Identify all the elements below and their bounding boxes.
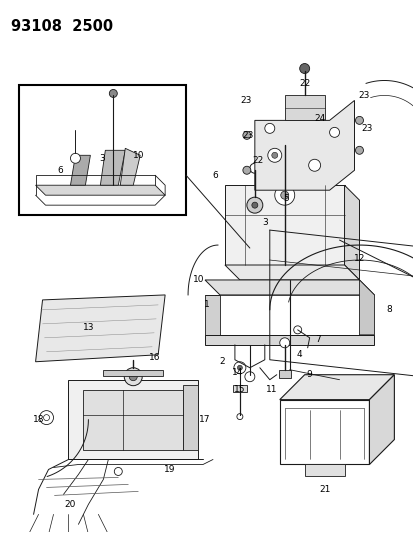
Circle shape — [70, 154, 80, 163]
Polygon shape — [100, 150, 125, 185]
Circle shape — [267, 148, 281, 162]
Text: 1: 1 — [204, 301, 209, 309]
Polygon shape — [70, 155, 90, 185]
Circle shape — [43, 415, 50, 421]
Text: 23: 23 — [358, 91, 369, 100]
Text: 3: 3 — [261, 217, 267, 227]
Polygon shape — [284, 95, 324, 120]
Circle shape — [355, 116, 363, 124]
Polygon shape — [36, 185, 165, 195]
Polygon shape — [233, 385, 246, 392]
Circle shape — [355, 147, 363, 154]
Circle shape — [280, 191, 288, 199]
Text: 93108  2500: 93108 2500 — [11, 19, 112, 34]
Text: 21: 21 — [318, 485, 330, 494]
Polygon shape — [204, 295, 219, 335]
Polygon shape — [183, 385, 197, 449]
Text: 6: 6 — [57, 166, 63, 175]
Circle shape — [246, 197, 262, 213]
Polygon shape — [279, 375, 394, 400]
Text: 11: 11 — [266, 385, 277, 394]
Text: 15: 15 — [234, 385, 245, 394]
Text: 10: 10 — [193, 276, 204, 285]
Bar — [279, 400, 368, 464]
Polygon shape — [103, 370, 163, 376]
Polygon shape — [36, 295, 165, 362]
Text: 5: 5 — [282, 193, 288, 203]
Circle shape — [237, 365, 242, 370]
Polygon shape — [254, 100, 354, 190]
Polygon shape — [224, 185, 344, 265]
Text: 8: 8 — [386, 305, 391, 314]
Circle shape — [242, 166, 250, 174]
Circle shape — [236, 414, 242, 419]
Polygon shape — [204, 280, 373, 295]
Text: 23: 23 — [361, 124, 372, 133]
Circle shape — [129, 373, 137, 381]
Circle shape — [279, 338, 289, 348]
Text: 14: 14 — [232, 368, 243, 377]
Circle shape — [233, 362, 245, 374]
Circle shape — [274, 185, 294, 205]
Text: 24: 24 — [313, 114, 325, 123]
Polygon shape — [368, 375, 394, 464]
Text: 12: 12 — [353, 254, 364, 263]
Text: 17: 17 — [199, 415, 210, 424]
Circle shape — [251, 202, 257, 208]
Bar — [68, 379, 197, 459]
Text: 6: 6 — [211, 171, 217, 180]
Circle shape — [293, 326, 301, 334]
Text: 23: 23 — [242, 131, 253, 140]
Polygon shape — [120, 148, 140, 185]
Text: 9: 9 — [306, 370, 312, 379]
Text: 20: 20 — [64, 500, 76, 509]
Bar — [19, 85, 185, 215]
Text: 13: 13 — [83, 324, 94, 333]
Circle shape — [299, 63, 309, 74]
Polygon shape — [204, 335, 373, 345]
Circle shape — [242, 131, 250, 139]
Circle shape — [114, 467, 122, 475]
Polygon shape — [278, 370, 290, 378]
Bar — [304, 464, 344, 477]
Circle shape — [329, 127, 339, 138]
Text: 10: 10 — [132, 151, 144, 160]
Text: 22: 22 — [298, 79, 310, 88]
Circle shape — [271, 152, 277, 158]
Circle shape — [109, 90, 117, 98]
Text: 7: 7 — [314, 335, 320, 344]
Circle shape — [244, 372, 254, 382]
Text: 4: 4 — [296, 350, 302, 359]
Text: 19: 19 — [164, 465, 176, 474]
Text: 3: 3 — [99, 154, 105, 163]
Text: 2: 2 — [218, 357, 224, 366]
Bar — [83, 390, 183, 449]
Text: 22: 22 — [252, 156, 263, 165]
Circle shape — [278, 138, 290, 149]
Text: 18: 18 — [33, 415, 44, 424]
Circle shape — [308, 159, 320, 171]
Text: 16: 16 — [149, 353, 161, 362]
Circle shape — [249, 163, 259, 173]
Circle shape — [264, 123, 274, 133]
Polygon shape — [344, 185, 358, 280]
Circle shape — [40, 410, 53, 425]
Polygon shape — [358, 280, 373, 335]
Polygon shape — [224, 265, 358, 280]
Text: 23: 23 — [240, 96, 251, 105]
Circle shape — [124, 368, 142, 386]
